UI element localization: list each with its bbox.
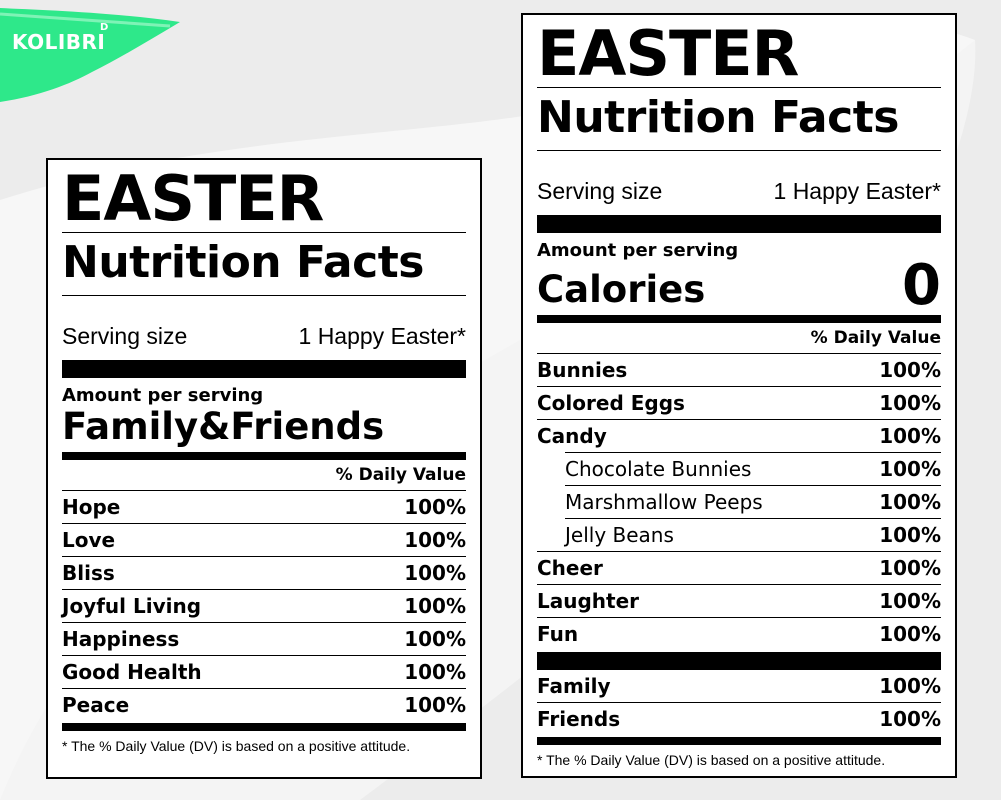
right-nutrition-label: EASTER Nutrition Facts Serving size 1 Ha… bbox=[521, 13, 957, 778]
table-row: Good Health 100% bbox=[62, 655, 466, 688]
right-serving-label: Serving size bbox=[537, 177, 663, 204]
table-row: Bunnies 100% bbox=[537, 353, 941, 386]
table-row: Happiness 100% bbox=[62, 622, 466, 655]
left-title-nutrition-facts: Nutrition Facts bbox=[62, 237, 424, 288]
table-row: Fun 100% bbox=[537, 617, 941, 650]
right-calories-row: Calories 0 bbox=[537, 253, 941, 318]
table-row: Friends 100% bbox=[537, 702, 941, 735]
right-daily-value-header: % Daily Value bbox=[810, 328, 941, 348]
table-row: Jelly Beans 100% bbox=[565, 518, 941, 551]
right-calories-value: 0 bbox=[902, 253, 941, 318]
left-serving-value: 1 Happy Easter* bbox=[298, 322, 466, 349]
table-row: Family 100% bbox=[537, 674, 941, 698]
table-row: Marshmallow Peeps 100% bbox=[565, 485, 941, 518]
left-footnote: * The % Daily Value (DV) is based on a p… bbox=[62, 738, 411, 754]
right-title-nutrition-facts: Nutrition Facts bbox=[537, 92, 899, 143]
right-title-easter: EASTER bbox=[537, 17, 799, 90]
logo-brush-icon bbox=[0, 8, 180, 102]
left-serving-size: Serving size 1 Happy Easter* bbox=[62, 316, 466, 356]
left-headline: Family&Friends bbox=[62, 405, 385, 448]
table-row: Cheer 100% bbox=[537, 551, 941, 584]
table-row: Candy 100% bbox=[537, 419, 941, 452]
table-row: Laughter 100% bbox=[537, 584, 941, 617]
left-nutrition-label: EASTER Nutrition Facts Serving size 1 Ha… bbox=[46, 158, 482, 779]
left-amount-per-serving: Amount per serving bbox=[62, 385, 264, 406]
table-row: Bliss 100% bbox=[62, 556, 466, 589]
right-serving-value: 1 Happy Easter* bbox=[773, 177, 941, 204]
logo-superscript: D bbox=[100, 22, 109, 33]
left-title-easter: EASTER bbox=[62, 162, 324, 235]
right-family-list: Family 100% Friends 100% bbox=[537, 670, 941, 735]
right-footnote: * The % Daily Value (DV) is based on a p… bbox=[537, 752, 886, 768]
left-daily-value-header: % Daily Value bbox=[335, 465, 466, 485]
table-row: Hope 100% bbox=[62, 490, 466, 523]
logo-text: KOLIBRI bbox=[12, 30, 106, 54]
left-nutrient-list: Hope 100% Love 100% Bliss 100% Joyful Livin… bbox=[62, 490, 466, 721]
table-row: Colored Eggs 100% bbox=[537, 386, 941, 419]
table-row: Peace 100% bbox=[62, 688, 466, 721]
right-nutrient-list: Bunnies 100% Colored Eggs 100% Candy 100% C… bbox=[537, 353, 941, 650]
table-row: Joyful Living 100% bbox=[62, 589, 466, 622]
table-row: Love 100% bbox=[62, 523, 466, 556]
right-serving-size: Serving size 1 Happy Easter* bbox=[537, 171, 941, 211]
table-row: Chocolate Bunnies 100% bbox=[565, 452, 941, 485]
left-serving-label: Serving size bbox=[62, 322, 188, 349]
right-calories-label: Calories bbox=[537, 268, 706, 311]
brand-logo: KOLIBRI D bbox=[0, 0, 190, 105]
right-amount-per-serving: Amount per serving bbox=[537, 240, 739, 261]
